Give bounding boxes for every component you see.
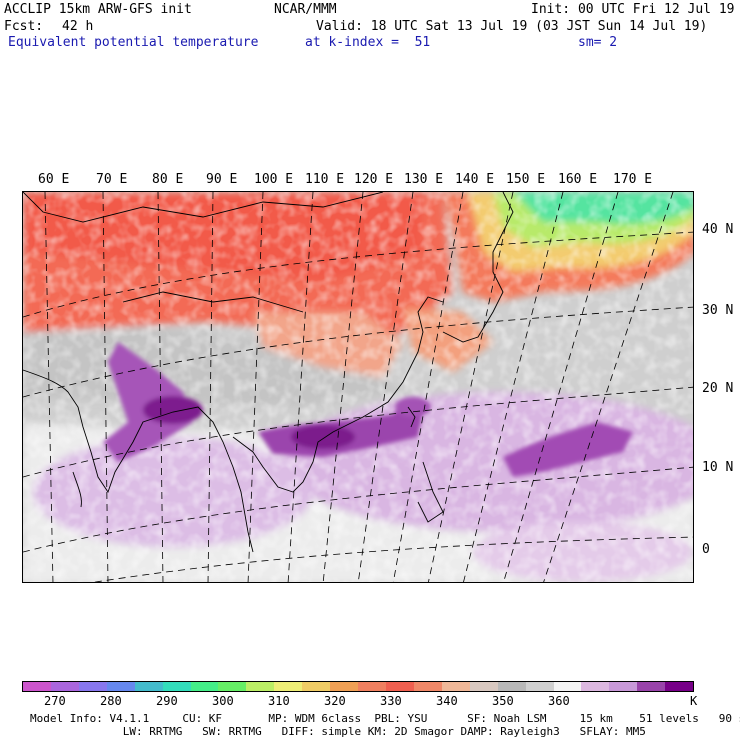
model-title: ACCLIP 15km ARW-GFS init	[4, 2, 192, 17]
colorbar-swatch	[637, 682, 666, 691]
lon-label: 170 E	[613, 172, 653, 187]
colorbar-swatch	[106, 682, 135, 691]
colorbar-swatch	[23, 682, 51, 691]
colorbar-swatch	[441, 682, 470, 691]
level-index: at k-index = 51	[305, 35, 431, 50]
model-info-line1: Model Info: V4.1.1 CU: KF MP: WDM 6class…	[30, 712, 740, 725]
field-name: Equivalent potential temperature	[8, 35, 259, 50]
model-info-line2: LW: RRTMG SW: RRTMG DIFF: simple KM: 2D …	[30, 725, 646, 738]
colorbar-swatch	[50, 682, 79, 691]
lat-label: 40 N	[702, 222, 734, 237]
lon-label: 130 E	[404, 172, 444, 187]
lat-label: 10 N	[702, 460, 734, 475]
colorbar-swatch	[218, 682, 247, 691]
lon-label: 60 E	[38, 172, 70, 187]
map-panel	[22, 191, 694, 583]
colorbar-label: 270	[44, 694, 66, 708]
lat-label: 30 N	[702, 303, 734, 318]
colorbar-swatch	[330, 682, 359, 691]
colorbar-swatch	[665, 682, 694, 691]
colorbar-unit: K	[690, 694, 698, 708]
init-time: Init: 00 UTC Fri 12 Jul 19	[531, 2, 735, 17]
colorbar-label: 340	[436, 694, 458, 708]
colorbar-label: 290	[156, 694, 178, 708]
colorbar-swatch	[358, 682, 386, 691]
colorbar-label: 350	[492, 694, 514, 708]
lat-label: 20 N	[702, 381, 734, 396]
lon-label: 140 E	[455, 172, 495, 187]
colorbar-swatch	[469, 682, 498, 691]
lon-label: 80 E	[152, 172, 184, 187]
colorbar	[22, 681, 694, 692]
org-label: NCAR/MMM	[274, 2, 337, 17]
lon-label: 120 E	[354, 172, 394, 187]
colorbar-label: 300	[212, 694, 234, 708]
equivalent-potential-temperature-map	[23, 192, 693, 582]
colorbar-swatch	[274, 682, 303, 691]
colorbar-swatch	[302, 682, 331, 691]
lon-label: 110 E	[305, 172, 345, 187]
lon-label: 150 E	[506, 172, 546, 187]
colorbar-label: 360	[548, 694, 570, 708]
colorbar-swatch	[413, 682, 442, 691]
lon-label: 90 E	[206, 172, 238, 187]
colorbar-swatch	[162, 682, 191, 691]
lon-label: 70 E	[96, 172, 128, 187]
colorbar-label: 320	[324, 694, 346, 708]
colorbar-swatch	[246, 682, 275, 691]
smoothing-value: sm= 2	[578, 35, 618, 50]
valid-time: Valid: 18 UTC Sat 13 Jul 19 (03 JST Sun …	[316, 19, 708, 34]
forecast-hours: 42 h	[62, 19, 94, 34]
colorbar-label: 330	[380, 694, 402, 708]
lon-label: 160 E	[558, 172, 598, 187]
colorbar-label: 310	[268, 694, 290, 708]
colorbar-swatch	[525, 682, 554, 691]
colorbar-swatch	[385, 682, 414, 691]
colorbar-swatch	[190, 682, 219, 691]
lon-label: 100 E	[254, 172, 294, 187]
colorbar-swatch	[78, 682, 107, 691]
colorbar-swatch	[134, 682, 163, 691]
forecast-label: Fcst:	[4, 19, 44, 34]
colorbar-swatch	[581, 682, 610, 691]
colorbar-swatch	[553, 682, 582, 691]
colorbar-swatch	[497, 682, 526, 691]
colorbar-swatch	[609, 682, 638, 691]
lat-label: 0	[702, 542, 710, 557]
colorbar-label: 280	[100, 694, 122, 708]
